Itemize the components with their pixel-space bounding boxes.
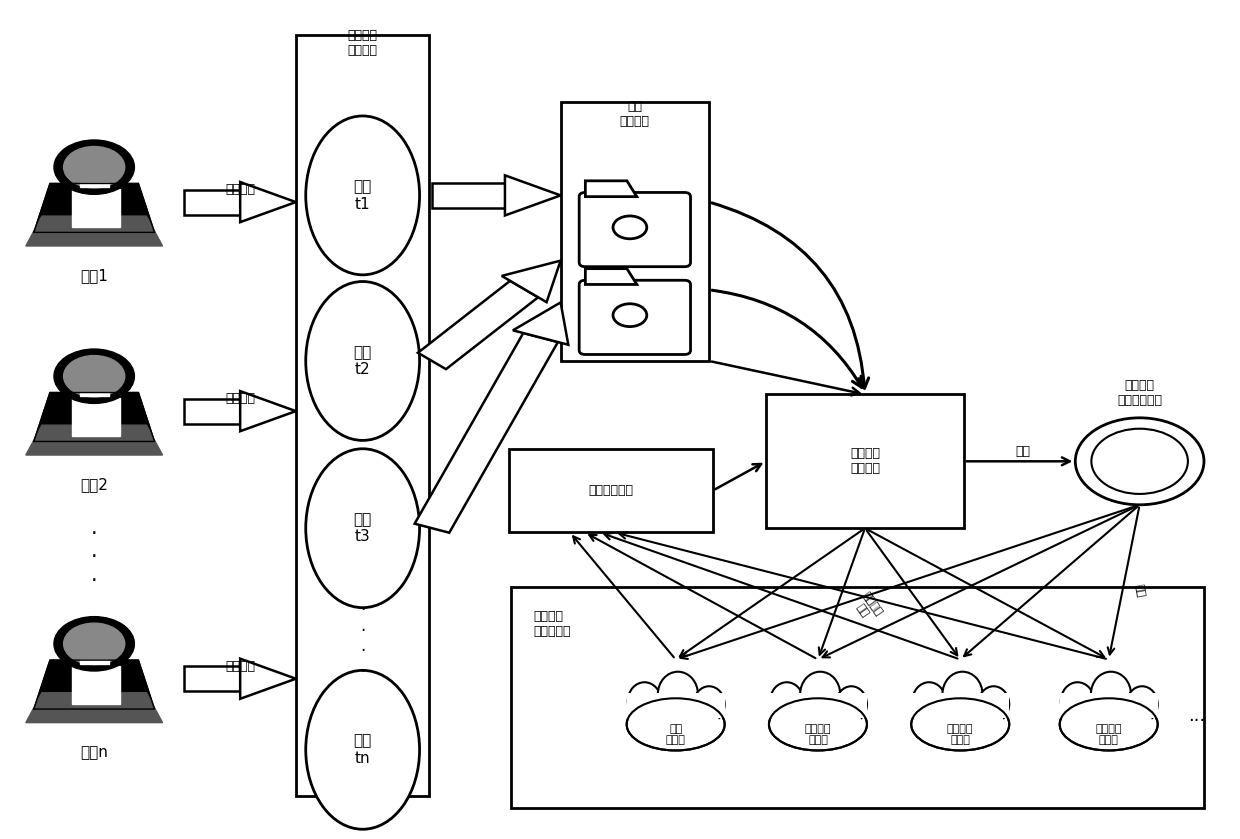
Circle shape <box>613 304 647 326</box>
Text: 资源匹配
路径: 资源匹配 路径 <box>851 591 884 625</box>
Ellipse shape <box>770 682 804 721</box>
Circle shape <box>1091 429 1188 494</box>
Text: 触发: 触发 <box>1133 584 1146 598</box>
Polygon shape <box>241 182 296 222</box>
Text: 用户1: 用户1 <box>81 268 108 284</box>
Text: 任务调度
缓冲模块: 任务调度 缓冲模块 <box>347 29 378 57</box>
Text: 集团企业
知识云资源: 集团企业 知识云资源 <box>533 610 570 638</box>
Ellipse shape <box>631 703 720 746</box>
Text: 任务
t2: 任务 t2 <box>353 345 372 378</box>
Text: 用户2: 用户2 <box>81 477 108 492</box>
Ellipse shape <box>913 682 946 721</box>
Ellipse shape <box>769 698 867 750</box>
Polygon shape <box>26 216 162 246</box>
Ellipse shape <box>1064 703 1153 746</box>
Ellipse shape <box>1060 698 1158 750</box>
Ellipse shape <box>1061 682 1094 721</box>
Ellipse shape <box>911 698 1009 750</box>
Polygon shape <box>26 693 162 722</box>
FancyBboxPatch shape <box>579 192 691 267</box>
FancyBboxPatch shape <box>508 449 713 533</box>
Ellipse shape <box>1126 686 1158 722</box>
Ellipse shape <box>978 686 1009 722</box>
Text: 用户输入: 用户输入 <box>226 392 255 405</box>
Circle shape <box>63 356 125 397</box>
Polygon shape <box>585 268 637 284</box>
Polygon shape <box>185 399 241 424</box>
Circle shape <box>63 147 125 188</box>
Ellipse shape <box>306 449 419 607</box>
Polygon shape <box>79 393 109 396</box>
Polygon shape <box>33 393 155 441</box>
Text: 加工工艺
知识云: 加工工艺 知识云 <box>947 723 973 745</box>
Polygon shape <box>414 333 558 533</box>
Text: 任务
解析模块: 任务 解析模块 <box>620 100 650 128</box>
Text: 知识资源
调度模块: 知识资源 调度模块 <box>849 447 880 476</box>
Circle shape <box>613 216 647 239</box>
Polygon shape <box>72 189 120 227</box>
Ellipse shape <box>306 670 419 829</box>
Ellipse shape <box>942 672 982 717</box>
Text: ·
·
·: · · · <box>91 524 98 591</box>
FancyBboxPatch shape <box>769 693 867 718</box>
Ellipse shape <box>626 698 724 750</box>
Polygon shape <box>185 190 241 215</box>
FancyBboxPatch shape <box>560 102 709 361</box>
Ellipse shape <box>306 282 419 440</box>
Polygon shape <box>241 659 296 699</box>
Polygon shape <box>26 425 162 455</box>
FancyArrowPatch shape <box>712 203 869 388</box>
Ellipse shape <box>774 703 863 746</box>
Ellipse shape <box>800 672 841 717</box>
Text: 试验检验
知识云: 试验检验 知识云 <box>1095 723 1122 745</box>
Ellipse shape <box>1091 672 1131 717</box>
Polygon shape <box>33 184 155 232</box>
Text: 用户n: 用户n <box>81 745 108 760</box>
Polygon shape <box>513 302 568 345</box>
FancyBboxPatch shape <box>511 586 1204 808</box>
Circle shape <box>55 617 134 671</box>
Polygon shape <box>585 181 637 196</box>
Ellipse shape <box>627 682 661 721</box>
Text: 设计
知识云: 设计 知识云 <box>666 723 686 745</box>
Text: 用户输入: 用户输入 <box>226 659 255 673</box>
Text: 知识资源
调度引擎模块: 知识资源 调度引擎模块 <box>1117 379 1162 407</box>
Ellipse shape <box>693 686 724 722</box>
Text: 仿真分析
知识云: 仿真分析 知识云 <box>805 723 831 745</box>
Circle shape <box>55 140 134 195</box>
Polygon shape <box>418 281 538 369</box>
Text: 任务
t1: 任务 t1 <box>353 180 372 211</box>
Ellipse shape <box>658 672 698 717</box>
FancyBboxPatch shape <box>911 693 1009 718</box>
FancyBboxPatch shape <box>579 280 691 355</box>
FancyBboxPatch shape <box>766 394 963 529</box>
Polygon shape <box>502 261 560 302</box>
Polygon shape <box>432 183 505 208</box>
Ellipse shape <box>306 116 419 275</box>
FancyBboxPatch shape <box>1060 693 1158 718</box>
Polygon shape <box>241 391 296 431</box>
Ellipse shape <box>836 686 867 722</box>
Circle shape <box>1075 418 1204 505</box>
Text: 提交: 提交 <box>1016 445 1030 458</box>
Ellipse shape <box>915 703 1004 746</box>
Text: ...: ... <box>1188 707 1205 726</box>
FancyArrowPatch shape <box>712 290 862 388</box>
Polygon shape <box>185 666 241 691</box>
Polygon shape <box>79 184 109 187</box>
Polygon shape <box>33 660 155 709</box>
Polygon shape <box>72 665 120 704</box>
Circle shape <box>63 623 125 664</box>
Text: 任务
t3: 任务 t3 <box>353 512 372 545</box>
Text: 任务
tn: 任务 tn <box>353 733 372 766</box>
Polygon shape <box>505 175 560 216</box>
FancyBboxPatch shape <box>296 35 429 796</box>
Polygon shape <box>79 660 109 664</box>
Polygon shape <box>72 398 120 436</box>
Text: ·
·
·
·: · · · · <box>360 601 366 681</box>
FancyBboxPatch shape <box>626 693 724 718</box>
Circle shape <box>55 349 134 404</box>
Text: 负载监管模块: 负载监管模块 <box>589 484 634 497</box>
Text: 用户输入: 用户输入 <box>226 183 255 196</box>
